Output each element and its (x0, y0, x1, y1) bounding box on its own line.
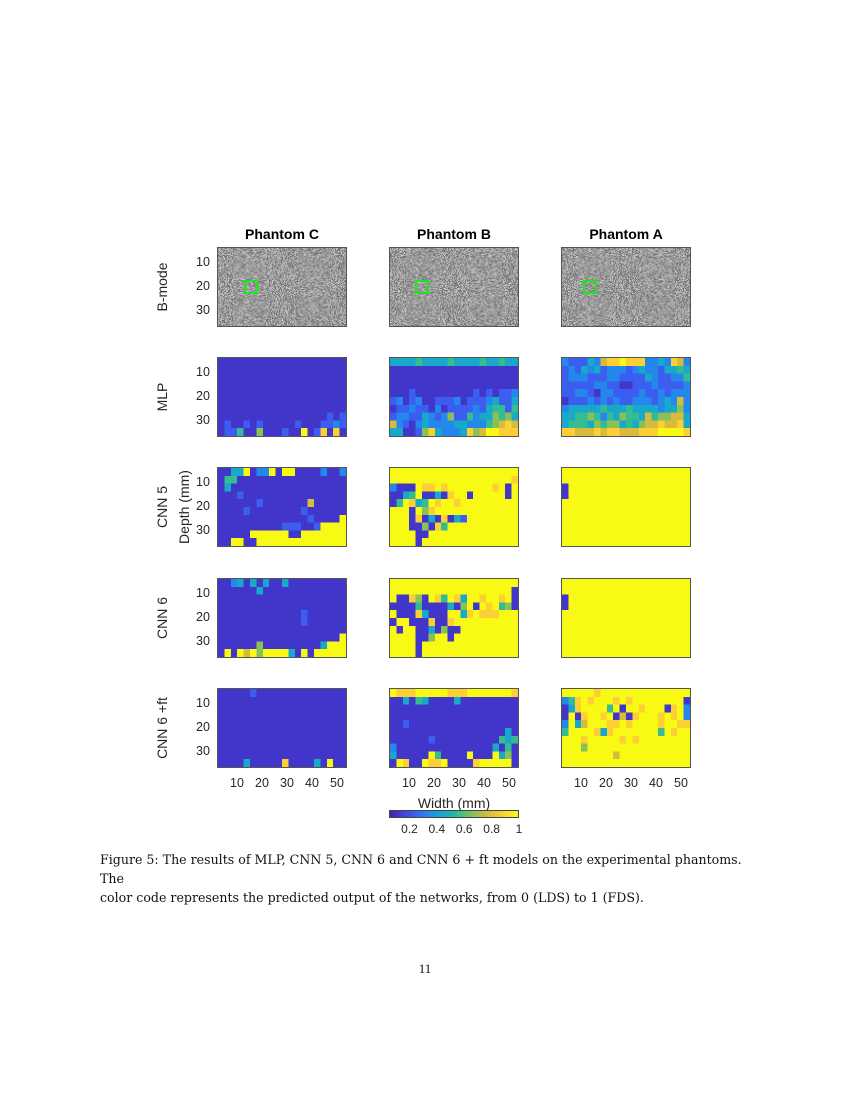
x-tick-label: 50 (330, 776, 344, 790)
colorbar (389, 810, 519, 818)
page-number: 11 (418, 961, 432, 976)
y-tick-label: 20 (196, 278, 210, 293)
bmode-image (217, 247, 347, 327)
y-tick-label: 20 (196, 719, 210, 734)
bmode-canvas (390, 248, 518, 326)
colorbar-tick-label: 0.4 (428, 822, 446, 836)
heatmap-canvas (218, 468, 346, 546)
row-label: B-mode (154, 262, 170, 312)
x-tick-label: 30 (624, 776, 638, 790)
heatmap-canvas (218, 579, 346, 657)
heatmap-panel (217, 357, 347, 437)
caption-line-2: color code represents the predicted outp… (100, 890, 644, 905)
heatmap-panel (389, 467, 519, 547)
colorbar-tick-label: 0.8 (483, 822, 500, 836)
row-label: CNN 6 +ft (154, 697, 170, 759)
row-label: CNN 6 (154, 596, 170, 640)
y-tick-label: 20 (196, 388, 210, 403)
x-tick-label: 40 (305, 776, 319, 790)
x-tick-label: 50 (502, 776, 516, 790)
y-tick-label: 30 (196, 413, 210, 428)
bmode-canvas (562, 248, 690, 326)
heatmap-panel (561, 688, 691, 768)
x-tick-label: 40 (477, 776, 491, 790)
bmode-canvas (218, 248, 346, 326)
caption-line-1: Figure 5: The results of MLP, CNN 5, CNN… (100, 852, 742, 886)
heatmap-canvas (562, 689, 690, 767)
y-tick-label: 10 (196, 585, 210, 600)
x-tick-label: 20 (255, 776, 269, 790)
heatmap-canvas (562, 579, 690, 657)
heatmap-panel (561, 578, 691, 658)
row-label: CNN 5 (154, 485, 170, 529)
roi-marker (415, 280, 429, 294)
bmode-image (561, 247, 691, 327)
y-tick-label: 10 (196, 695, 210, 710)
heatmap-panel (217, 467, 347, 547)
x-tick-label: 10 (402, 776, 416, 790)
roi-marker (244, 280, 258, 294)
y-tick-label: 10 (196, 254, 210, 269)
heatmap-canvas (562, 358, 690, 436)
x-axis-label: Width (mm) (417, 795, 491, 811)
heatmap-panel (561, 357, 691, 437)
colorbar-tick-label: 0.2 (401, 822, 418, 836)
y-tick-label: 30 (196, 634, 210, 649)
x-tick-label: 30 (452, 776, 466, 790)
roi-marker (583, 280, 597, 294)
heatmap-canvas (218, 689, 346, 767)
y-tick-label: 30 (196, 303, 210, 318)
x-tick-label: 30 (280, 776, 294, 790)
x-tick-label: 50 (674, 776, 688, 790)
heatmap-canvas (390, 468, 518, 546)
heatmap-panel (389, 578, 519, 658)
y-tick-label: 20 (196, 609, 210, 624)
x-tick-label: 10 (230, 776, 244, 790)
y-tick-label: 30 (196, 523, 210, 538)
heatmap-canvas (562, 468, 690, 546)
y-axis-label: Depth (mm) (176, 470, 192, 544)
heatmap-panel (389, 357, 519, 437)
heatmap-panel (561, 467, 691, 547)
x-tick-label: 10 (574, 776, 588, 790)
column-title: Phantom B (417, 226, 491, 242)
y-tick-label: 20 (196, 498, 210, 513)
heatmap-canvas (218, 358, 346, 436)
heatmap-panel (217, 688, 347, 768)
y-tick-label: 10 (196, 474, 210, 489)
figure-caption: Figure 5: The results of MLP, CNN 5, CNN… (100, 850, 760, 907)
heatmap-panel (217, 578, 347, 658)
heatmap-panel (389, 688, 519, 768)
x-tick-label: 20 (427, 776, 441, 790)
heatmap-canvas (390, 358, 518, 436)
bmode-image (389, 247, 519, 327)
column-title: Phantom A (589, 226, 663, 242)
heatmap-canvas (390, 689, 518, 767)
heatmap-canvas (390, 579, 518, 657)
colorbar-tick-label: 0.6 (455, 822, 473, 836)
y-tick-label: 30 (196, 744, 210, 759)
row-label: MLP (154, 382, 170, 412)
y-tick-label: 10 (196, 364, 210, 379)
column-title: Phantom C (245, 226, 319, 242)
x-tick-label: 20 (599, 776, 613, 790)
x-tick-label: 40 (649, 776, 663, 790)
colorbar-tick-label: 1 (515, 822, 523, 836)
